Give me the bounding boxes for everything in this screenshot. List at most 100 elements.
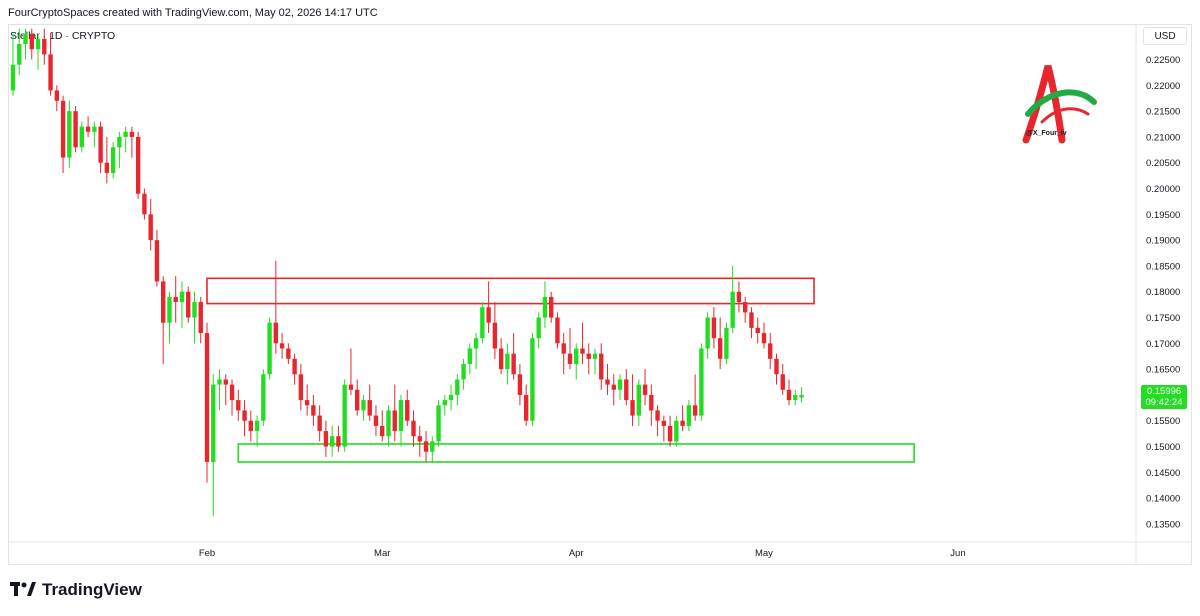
candle-body — [692, 405, 698, 416]
candle-body — [417, 436, 422, 442]
candle-body — [486, 307, 491, 323]
candle-body — [736, 291, 742, 303]
candle-body — [173, 296, 178, 303]
currency-button[interactable]: USD — [1143, 27, 1187, 45]
candle-body — [517, 374, 523, 395]
candle-body — [555, 317, 560, 344]
y-tick-label: 0.18500 — [1146, 261, 1180, 272]
candle-body — [730, 291, 735, 328]
candle-body — [717, 338, 723, 359]
candle-body — [273, 322, 279, 344]
y-tick-label: 0.17500 — [1146, 313, 1180, 324]
candle-body — [85, 126, 91, 132]
candle-body — [336, 436, 341, 447]
y-tick-label: 0.22500 — [1146, 55, 1180, 66]
tradingview-logo[interactable]: TradingView — [10, 580, 142, 600]
y-tick-label: 0.21500 — [1146, 107, 1180, 118]
author-logo-icon — [1022, 65, 1097, 144]
candle-body — [154, 240, 160, 282]
candle-body — [680, 420, 685, 426]
candle-body — [749, 312, 754, 328]
candle-body — [123, 131, 128, 137]
candle-body — [467, 348, 473, 364]
y-tick-label: 0.14000 — [1146, 494, 1180, 505]
candle-body — [211, 384, 216, 463]
candle-body — [229, 384, 235, 401]
candle-body — [442, 400, 447, 406]
y-tick-label: 0.18000 — [1146, 287, 1180, 298]
candle-body — [342, 384, 347, 447]
candle-body — [60, 100, 66, 158]
candle-body — [617, 379, 623, 390]
y-tick-label: 0.20500 — [1146, 158, 1180, 169]
candle-body — [567, 353, 573, 364]
candle-body — [261, 374, 266, 421]
candle-body — [586, 353, 591, 359]
candle-body — [455, 379, 460, 395]
candle-body — [323, 431, 329, 447]
y-tick-label: 0.21000 — [1146, 132, 1180, 143]
tradingview-logo-icon — [10, 582, 36, 596]
candle-body — [29, 33, 34, 50]
candle-body — [23, 33, 28, 45]
candle-body — [430, 441, 435, 452]
candle-body — [117, 136, 122, 148]
candle-body — [786, 389, 792, 401]
candle-body — [161, 281, 166, 323]
candle-body — [655, 410, 660, 421]
candle-body — [711, 317, 717, 339]
candle-body — [73, 111, 78, 148]
candle-body — [473, 338, 479, 349]
candle-body — [511, 353, 516, 375]
candle-body — [505, 353, 510, 370]
candle-body — [104, 162, 110, 174]
candle-body — [223, 379, 228, 385]
candle-body — [411, 420, 416, 437]
candle-body — [98, 126, 103, 163]
candle-body — [699, 348, 704, 416]
candle-body — [636, 384, 641, 416]
candle-body — [398, 400, 404, 432]
candle-body — [48, 54, 53, 91]
candle-body — [355, 389, 360, 411]
candle-body — [542, 296, 548, 318]
candle-body — [142, 193, 147, 215]
chart-frame — [8, 24, 1192, 565]
candle-body — [561, 343, 566, 354]
author-handle: @X_Four_iv — [1026, 130, 1067, 137]
candle-body — [686, 405, 692, 426]
candle-body — [436, 405, 441, 442]
candle-body — [574, 348, 579, 364]
y-tick-label: 0.14500 — [1146, 468, 1180, 479]
candle-body — [129, 131, 135, 137]
candle-body — [599, 353, 604, 380]
candle-body — [217, 379, 222, 385]
candle-body — [386, 410, 391, 437]
candle-body — [304, 400, 310, 406]
candle-body — [392, 410, 397, 432]
candle-body — [793, 394, 798, 401]
candle-body — [642, 384, 648, 395]
support-zone — [237, 443, 915, 463]
candle-body — [480, 307, 485, 339]
current-price-value: 0.15996 — [1146, 386, 1182, 397]
candle-body — [67, 111, 72, 158]
candle-body — [448, 394, 454, 401]
candle-body — [17, 44, 22, 65]
candle-body — [530, 338, 535, 421]
y-tick-label: 0.19000 — [1146, 236, 1180, 247]
candle-body — [523, 394, 529, 421]
candle-body — [79, 126, 85, 148]
y-tick-label: 0.15000 — [1146, 442, 1180, 453]
candle-body — [292, 358, 297, 375]
candle-body — [667, 425, 673, 442]
candle-body — [536, 317, 541, 339]
candle-body — [54, 90, 59, 101]
candle-body — [580, 348, 585, 354]
candle-body — [774, 358, 779, 375]
candle-body — [743, 302, 748, 313]
candle-body — [724, 327, 729, 359]
candle-body — [373, 415, 379, 426]
candle-body — [135, 136, 141, 194]
